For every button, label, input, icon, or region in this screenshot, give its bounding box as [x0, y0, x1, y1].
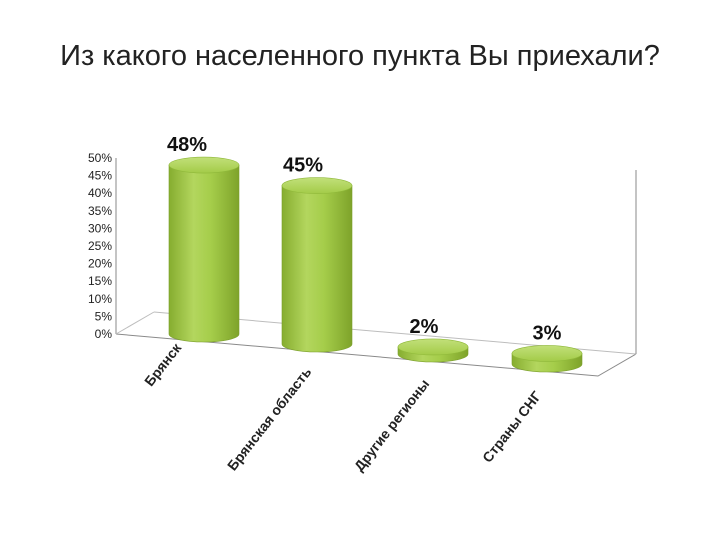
- chart-title: Из какого населенного пункта Вы приехали…: [60, 40, 660, 72]
- bar-body: [168, 164, 240, 343]
- bar-4: [511, 345, 583, 373]
- data-label: 2%: [410, 316, 439, 338]
- category-label: Другие регионы: [351, 376, 433, 474]
- category-label: Брянская область: [224, 364, 315, 474]
- y-tick-label: 45%: [88, 169, 112, 183]
- bars-group: [168, 156, 583, 373]
- floor-edge: [115, 333, 637, 377]
- category-labels-group: Брянск Брянская область Другие регионы Стра…: [141, 339, 544, 474]
- bar-body: [281, 185, 353, 353]
- bar-top: [397, 338, 469, 356]
- data-label: 3%: [533, 322, 562, 344]
- y-tick-label: 25%: [88, 239, 112, 253]
- bar-top: [511, 345, 583, 362]
- y-tick-label: 15%: [88, 274, 112, 288]
- y-tick-label: 20%: [88, 257, 112, 271]
- category-label: Брянск: [141, 339, 185, 389]
- y-tick-label: 50%: [88, 151, 112, 165]
- data-labels-group: 48% 45% 2% 3%: [167, 134, 562, 344]
- y-tick-label: 35%: [88, 204, 112, 218]
- data-label: 45%: [283, 155, 323, 177]
- y-tick-label: 10%: [88, 292, 112, 306]
- y-tick-label: 5%: [95, 309, 113, 323]
- bar-top: [281, 177, 353, 194]
- data-label: 48%: [167, 134, 207, 156]
- bar-3: [397, 338, 469, 363]
- bar-2: [281, 177, 353, 353]
- y-tick-label: 0%: [95, 327, 113, 341]
- category-label: Страны СНГ: [479, 388, 544, 465]
- floor-back-left: [115, 311, 155, 335]
- bar-1: [168, 156, 240, 343]
- bar-top: [168, 156, 240, 174]
- y-tick-label: 30%: [88, 221, 112, 235]
- y-tick-label: 40%: [88, 186, 112, 200]
- y-axis-ticks: 0% 5% 10% 15% 20% 25% 30% 35% 40% 45% 50%: [88, 151, 112, 341]
